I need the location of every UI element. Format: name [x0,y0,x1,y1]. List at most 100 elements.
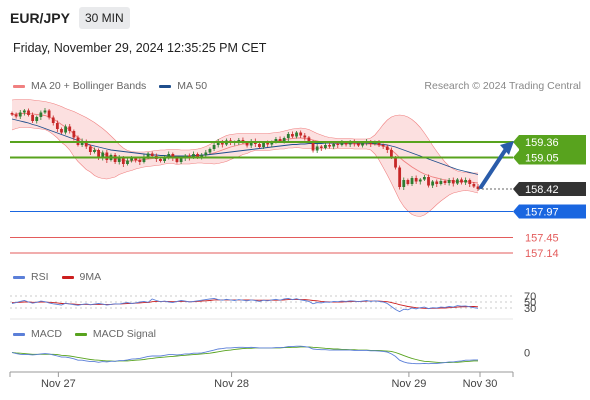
level-support: 157.14 [10,248,559,260]
candle-body [68,126,72,131]
legend-entry-macd: MACD [13,328,62,340]
candle-body [266,143,270,145]
legend-entry-rsi-ma: 9MA [61,271,102,283]
candle-body [47,110,51,118]
candle [208,147,212,154]
candle-body [31,115,35,121]
candle [402,177,406,190]
candle-body [208,149,212,153]
key-levels: 159.36159.05158.42157.97157.45157.14159.… [10,135,586,260]
candle [303,133,307,141]
candle-body [427,177,430,186]
candle [427,174,430,188]
candle-body [315,146,319,151]
candle [418,178,422,185]
candle [39,110,43,120]
x-tick-label: Nov 28 [214,378,249,390]
candle-body [134,158,138,160]
ma50-line [11,118,479,175]
candle-body [361,143,364,146]
candle-body [27,110,30,115]
candle [381,143,385,149]
interval-button[interactable]: 30 MIN [79,7,130,29]
candle-body [97,150,101,158]
candle [422,175,426,181]
candle [101,150,105,161]
candle-body [410,178,414,184]
candle-body [373,142,377,144]
candle [126,158,129,166]
candle [295,131,298,139]
candle-body [121,157,125,164]
level-tag [513,204,586,219]
candle [258,142,261,149]
level-label: 157.45 [525,233,559,245]
candle [10,111,14,116]
candle [476,184,480,191]
candle-body [126,160,129,164]
level-label: 157.14 [525,248,559,260]
rsi-tick-label: 70 [524,291,536,303]
candle-body [171,154,175,158]
candle [332,142,336,149]
candle-body [439,181,443,184]
legend-label: MACD [31,328,62,340]
x-tick-label: Nov 30 [463,378,498,390]
legend-label: MA 50 [177,80,208,92]
candle-body [472,184,476,187]
candle-body [286,134,290,138]
candle [328,142,331,149]
rsi-tick-label: 50 [524,297,536,309]
candle-body [84,141,88,147]
candle [435,179,439,187]
candle-body [435,181,439,184]
candle-body [204,152,208,155]
candle-body [451,180,455,184]
symbol-title: EUR/JPY [10,10,70,26]
candle-body [138,160,142,162]
candle-body [278,139,282,141]
arrow-head [500,141,514,155]
candle-body [303,135,307,138]
macd-line [11,345,478,365]
candle [142,154,146,164]
legend-swatch-icon [159,84,172,88]
candle-body [394,157,397,168]
candle-body [460,179,463,183]
candle-body [455,179,459,184]
candle [410,176,414,186]
x-tick-label: Nov 27 [41,378,76,390]
candle-body [60,129,63,133]
candle-body [167,154,171,157]
candle [414,175,418,184]
rsi-line [11,297,479,313]
candle [43,108,47,114]
rsi-legend: RSI 9MA [13,271,114,283]
legend-label: 9MA [79,271,102,283]
candle-body [328,145,331,147]
candle-body [192,154,195,158]
candle-body [249,141,253,146]
candle-body [18,112,22,117]
candle [68,124,72,134]
candle [455,178,459,185]
candle-body [344,142,348,145]
candle-body [464,180,468,183]
candle-body [357,143,360,146]
candle [319,145,323,151]
candle [472,182,476,188]
candle [35,115,39,124]
level-label: 158.42 [525,184,559,196]
candle [385,144,389,153]
candle [249,139,253,148]
bollinger-upper-line [11,99,478,174]
candle-body [348,142,352,145]
direction-arrow-icon [479,141,514,189]
candle-body [64,126,68,133]
macd-tick-label: 0 [524,348,530,360]
candle [406,178,410,186]
candle [286,132,290,141]
chart-datetime: Friday, November 29, 2024 12:35:25 PM CE… [13,41,267,55]
candle-body [270,142,274,145]
